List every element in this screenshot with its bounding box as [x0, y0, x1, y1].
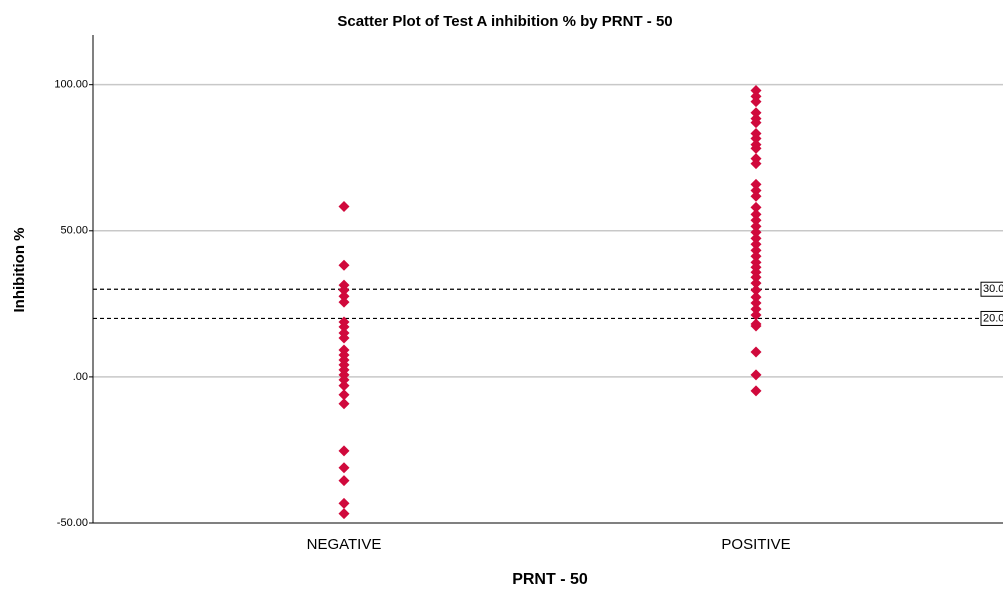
point [750, 385, 762, 397]
x-tick-label: POSITIVE [721, 536, 790, 553]
reference-label: 30.0 [983, 283, 1003, 295]
point [750, 184, 762, 196]
chart-title: Scatter Plot of Test A inhibition % by P… [337, 13, 672, 30]
point [750, 369, 762, 381]
y-tick-label: 100.00 [54, 79, 88, 91]
point [750, 142, 762, 154]
reference-label-box [980, 310, 1003, 326]
point [338, 296, 350, 308]
point [750, 220, 762, 232]
point [750, 303, 762, 315]
x-axis-label: PRNT - 50 [512, 571, 588, 588]
point [750, 238, 762, 250]
point [750, 96, 762, 108]
point [750, 201, 762, 213]
point [750, 158, 762, 170]
y-axis-label: Inhibition % [11, 228, 28, 313]
point [338, 290, 350, 302]
y-tick-label: .00 [73, 371, 88, 383]
point [338, 201, 350, 213]
point [338, 475, 350, 487]
point [750, 107, 762, 119]
point [750, 320, 762, 332]
reference-label: 20.0 [983, 312, 1003, 324]
point [750, 271, 762, 283]
point [338, 284, 350, 296]
point [750, 190, 762, 202]
point [338, 380, 350, 392]
point [750, 250, 762, 262]
y-tick-label: -50.00 [57, 517, 88, 529]
point [750, 226, 762, 238]
point [338, 332, 350, 344]
point [338, 259, 350, 271]
point [338, 445, 350, 457]
point [338, 508, 350, 520]
point [750, 85, 762, 97]
point [750, 117, 762, 129]
x-tick-label: NEGATIVE [307, 536, 382, 553]
point [750, 132, 762, 144]
point [750, 291, 762, 303]
point [750, 297, 762, 309]
point [750, 178, 762, 190]
point [338, 497, 350, 509]
point [750, 284, 762, 296]
point [750, 244, 762, 256]
point [750, 346, 762, 358]
point [750, 232, 762, 244]
point [338, 374, 350, 386]
point [750, 309, 762, 321]
y-tick-label: 50.00 [60, 225, 88, 237]
point [338, 389, 350, 401]
point [338, 321, 350, 333]
point [338, 398, 350, 410]
point [750, 277, 762, 289]
reference-label-box [980, 281, 1003, 297]
point [750, 214, 762, 226]
point [338, 462, 350, 474]
point [750, 208, 762, 220]
